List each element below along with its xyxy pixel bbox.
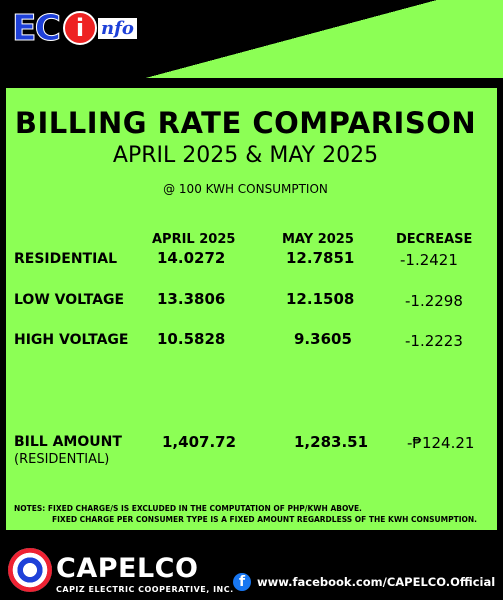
row-april-low-voltage: 13.3806 — [157, 290, 226, 308]
column-header-decrease: DECREASE — [396, 232, 473, 247]
row-may-high-voltage: 9.3605 — [294, 330, 352, 348]
page-subtitle: APRIL 2025 & MAY 2025 — [112, 143, 379, 168]
column-header-april: APRIL 2025 — [152, 232, 236, 247]
row-may-low-voltage: 12.1508 — [286, 290, 355, 308]
bill-amount-may: 1,283.51 — [294, 433, 369, 451]
row-label-high-voltage: HIGH VOLTAGE — [14, 332, 129, 348]
row-decrease-high-voltage: -1.2223 — [405, 332, 463, 350]
column-header-may: MAY 2025 — [282, 232, 354, 247]
logo-nfo-text: nfo — [98, 17, 137, 39]
bill-amount-label: BILL AMOUNT — [14, 434, 122, 450]
facebook-icon: f — [233, 573, 251, 591]
logo-i-icon: i — [63, 11, 98, 45]
row-april-residential: 14.0272 — [157, 249, 226, 267]
row-may-residential: 12.7851 — [286, 249, 355, 267]
brand-name: CAPELCO — [56, 553, 199, 584]
facebook-link[interactable]: www.facebook.com/CAPELCO.Official — [257, 575, 496, 589]
notes-line-1: NOTES: FIXED CHARGE/S IS EXCLUDED IN THE… — [14, 504, 362, 513]
page-title: BILLING RATE COMPARISON — [14, 106, 477, 140]
logo-ec-text: EC — [11, 7, 61, 49]
row-decrease-residential: -1.2421 — [400, 251, 458, 269]
notes-line-2: FIXED CHARGE PER CONSUMER TYPE IS A FIXE… — [52, 515, 477, 524]
footer-bar — [0, 540, 503, 600]
row-decrease-low-voltage: -1.2298 — [405, 292, 463, 310]
bill-amount-april: 1,407.72 — [162, 433, 237, 451]
consumption-note: @ 100 KWH CONSUMPTION — [163, 182, 328, 196]
bill-amount-sublabel: (RESIDENTIAL) — [14, 452, 110, 467]
row-label-low-voltage: LOW VOLTAGE — [14, 292, 125, 308]
capelco-seal-icon — [8, 548, 52, 592]
bill-amount-decrease: -₱124.21 — [407, 434, 475, 452]
row-april-high-voltage: 10.5828 — [157, 330, 226, 348]
notes: NOTES: FIXED CHARGE/S IS EXCLUDED IN THE… — [14, 503, 477, 525]
brand-subtitle: CAPIZ ELECTRIC COOPERATIVE, INC. — [56, 585, 234, 594]
row-label-residential: RESIDENTIAL — [14, 251, 118, 267]
ecinfo-logo: EC i nfo — [11, 7, 137, 49]
content-panel — [6, 88, 497, 530]
